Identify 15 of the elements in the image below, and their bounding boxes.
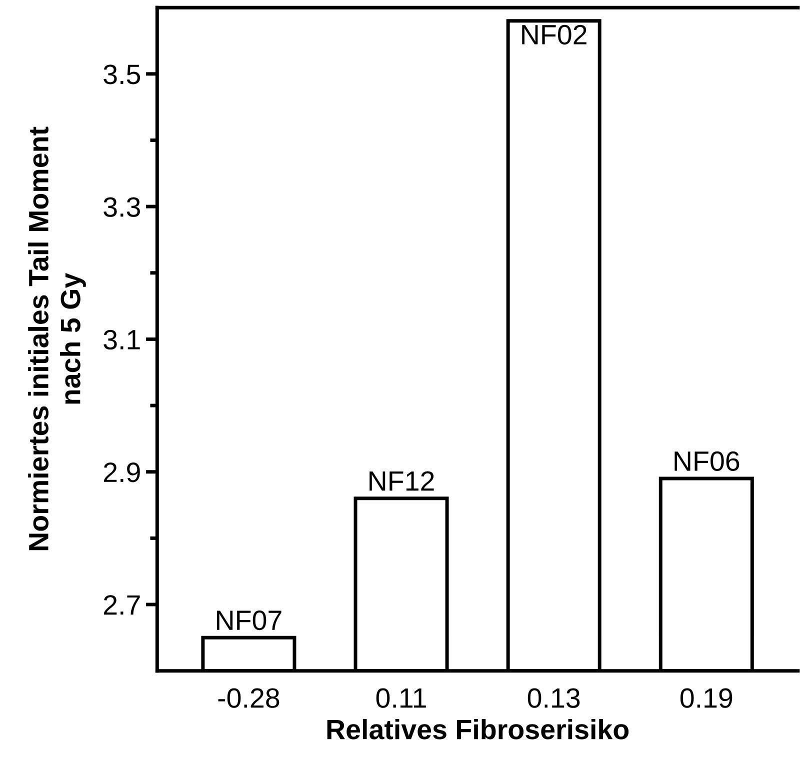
y-tick-label: 3.1 bbox=[104, 330, 140, 350]
y-tick-label: 2.9 bbox=[104, 462, 140, 482]
y-tick-label: 3.5 bbox=[104, 64, 140, 84]
x-tick-label: -0.28 bbox=[218, 688, 280, 708]
data-label: NF12 bbox=[370, 471, 434, 491]
data-label: NF02 bbox=[522, 24, 586, 45]
y-axis-title: Normiertes initiales Tail Moment nach 5 Gy bbox=[28, 126, 86, 550]
data-label: NF07 bbox=[217, 610, 282, 630]
y-tick-label: 2.7 bbox=[104, 595, 140, 615]
x-tick-label: 0.19 bbox=[680, 688, 732, 708]
data-label: NF06 bbox=[674, 451, 740, 472]
x-axis-title: Relatives Fibroserisiko bbox=[327, 718, 629, 740]
x-tick-label: 0.13 bbox=[528, 688, 580, 708]
x-tick-label: 0.11 bbox=[376, 688, 426, 708]
y-tick-label: 3.3 bbox=[104, 197, 140, 217]
